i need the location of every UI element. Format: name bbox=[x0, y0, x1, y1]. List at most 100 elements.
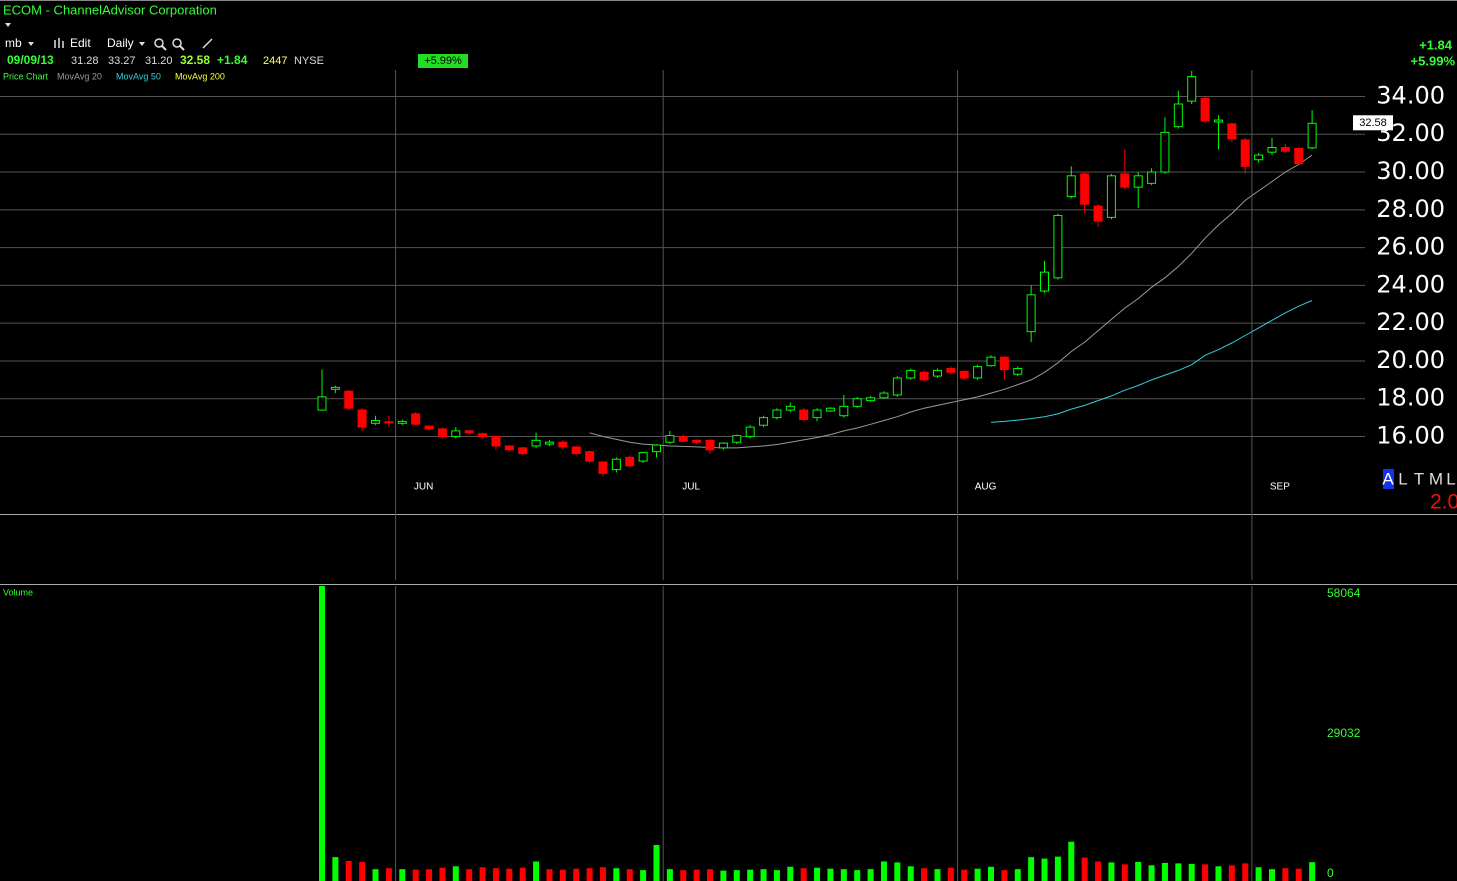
candle-body bbox=[1280, 146, 1290, 152]
candle-body bbox=[585, 451, 595, 462]
volume-bar bbox=[1054, 856, 1061, 881]
high: 33.27 bbox=[108, 55, 136, 67]
y-tick-label: 22.00 bbox=[1376, 308, 1445, 336]
candle-body bbox=[330, 386, 340, 390]
zoom-in[interactable] bbox=[154, 38, 167, 51]
volume-bar bbox=[760, 869, 767, 881]
candle-body bbox=[638, 452, 648, 462]
y-tick-label: 24.00 bbox=[1376, 270, 1445, 298]
volume-bar bbox=[1228, 865, 1235, 881]
volume-bar bbox=[666, 869, 673, 881]
side-letter[interactable]: T bbox=[1414, 469, 1424, 488]
volume-bar bbox=[961, 869, 968, 881]
x-tick-label: SEP bbox=[1270, 482, 1290, 493]
period-menu[interactable]: Daily bbox=[107, 36, 134, 50]
side-letter[interactable]: L bbox=[1398, 469, 1407, 488]
volume-bar bbox=[533, 861, 540, 881]
y-tick-label: 29032 bbox=[1327, 726, 1361, 740]
side-letter[interactable]: L bbox=[1446, 469, 1455, 488]
legend-ma20: MovAvg 20 bbox=[57, 71, 102, 81]
candle-body bbox=[357, 409, 367, 428]
volume-bar bbox=[1068, 841, 1075, 881]
candle-body bbox=[1106, 175, 1116, 218]
side-letter[interactable]: A bbox=[1382, 469, 1394, 488]
candle-body bbox=[558, 441, 568, 448]
volume-bar bbox=[1188, 863, 1195, 881]
draw-tool[interactable] bbox=[202, 38, 213, 49]
candle-body bbox=[1240, 139, 1250, 167]
volume-bar bbox=[1095, 861, 1102, 881]
volume-bar bbox=[452, 866, 459, 881]
menu-arrow bbox=[28, 42, 34, 46]
side-highlight bbox=[1383, 469, 1394, 489]
candle-body bbox=[344, 390, 354, 409]
volume-bar bbox=[1175, 863, 1182, 881]
candle-body bbox=[825, 407, 835, 412]
volume-bar bbox=[1215, 866, 1222, 881]
volume-bar bbox=[907, 866, 914, 881]
edit-icon[interactable] bbox=[54, 38, 64, 48]
candle-body bbox=[1040, 271, 1050, 292]
candle-body bbox=[959, 370, 969, 379]
x-tick-label: JUN bbox=[414, 482, 433, 493]
volume-bar bbox=[1148, 865, 1155, 881]
volume-bar bbox=[934, 869, 941, 881]
volume-bar bbox=[880, 861, 887, 881]
volume-bar bbox=[1135, 861, 1142, 881]
candle-body bbox=[1147, 171, 1157, 184]
side-value: 2.0 bbox=[1430, 491, 1457, 514]
volume-bar bbox=[519, 867, 526, 881]
candle-body bbox=[906, 369, 916, 379]
volume-bar bbox=[773, 870, 780, 881]
candle-body bbox=[437, 428, 447, 438]
candle-body bbox=[1267, 146, 1277, 153]
volume-bar bbox=[372, 869, 379, 881]
candle-body bbox=[1227, 123, 1237, 140]
candle-body bbox=[946, 368, 956, 373]
candle-body bbox=[772, 409, 782, 419]
candle-body bbox=[531, 439, 541, 447]
volume-bar bbox=[399, 869, 406, 881]
volume-bar bbox=[921, 868, 928, 881]
change-pct-badge bbox=[418, 54, 468, 68]
candle-body bbox=[839, 405, 849, 417]
menu-arrow[interactable] bbox=[5, 23, 11, 27]
candle-body bbox=[478, 433, 488, 438]
volume-bar bbox=[1028, 857, 1035, 881]
candle-body bbox=[1093, 205, 1103, 222]
legend-ma200: MovAvg 200 bbox=[175, 71, 225, 81]
volume-bar bbox=[1081, 857, 1088, 881]
y-tick-label: 20.00 bbox=[1376, 346, 1445, 374]
edit-button[interactable]: Edit bbox=[70, 36, 91, 50]
candle-body bbox=[371, 419, 381, 424]
candle-body bbox=[611, 458, 621, 471]
volume-bar bbox=[747, 869, 754, 881]
candle-body bbox=[759, 417, 769, 426]
y-tick-label: 26.00 bbox=[1376, 233, 1445, 261]
volume-bar bbox=[626, 869, 633, 881]
candle-body bbox=[732, 435, 742, 443]
zoom-out[interactable] bbox=[172, 38, 185, 51]
exchange: NYSE bbox=[294, 55, 324, 67]
low: 31.20 bbox=[145, 55, 173, 67]
candle-body bbox=[1013, 368, 1023, 375]
candle-body bbox=[1294, 147, 1304, 165]
y-tick-label: 18.00 bbox=[1376, 384, 1445, 412]
volume-bar bbox=[586, 868, 593, 881]
volume-bar bbox=[439, 867, 446, 881]
candle-body bbox=[598, 461, 608, 474]
account-menu[interactable]: mb bbox=[5, 36, 22, 50]
volume-bar bbox=[1242, 863, 1249, 881]
candle-body bbox=[1307, 122, 1317, 149]
candle-body bbox=[892, 377, 902, 396]
candle-body bbox=[1066, 175, 1076, 198]
side-letter[interactable]: M bbox=[1429, 469, 1443, 488]
legend-price: Price Chart bbox=[3, 71, 49, 81]
volume-bar bbox=[1282, 868, 1289, 881]
candle-body bbox=[852, 398, 862, 407]
volume-bar bbox=[546, 869, 553, 881]
candle-body bbox=[1173, 103, 1183, 128]
volume-bar bbox=[1295, 868, 1302, 881]
volume-bar bbox=[1041, 858, 1048, 881]
y-tick-label: 34.00 bbox=[1376, 81, 1445, 109]
